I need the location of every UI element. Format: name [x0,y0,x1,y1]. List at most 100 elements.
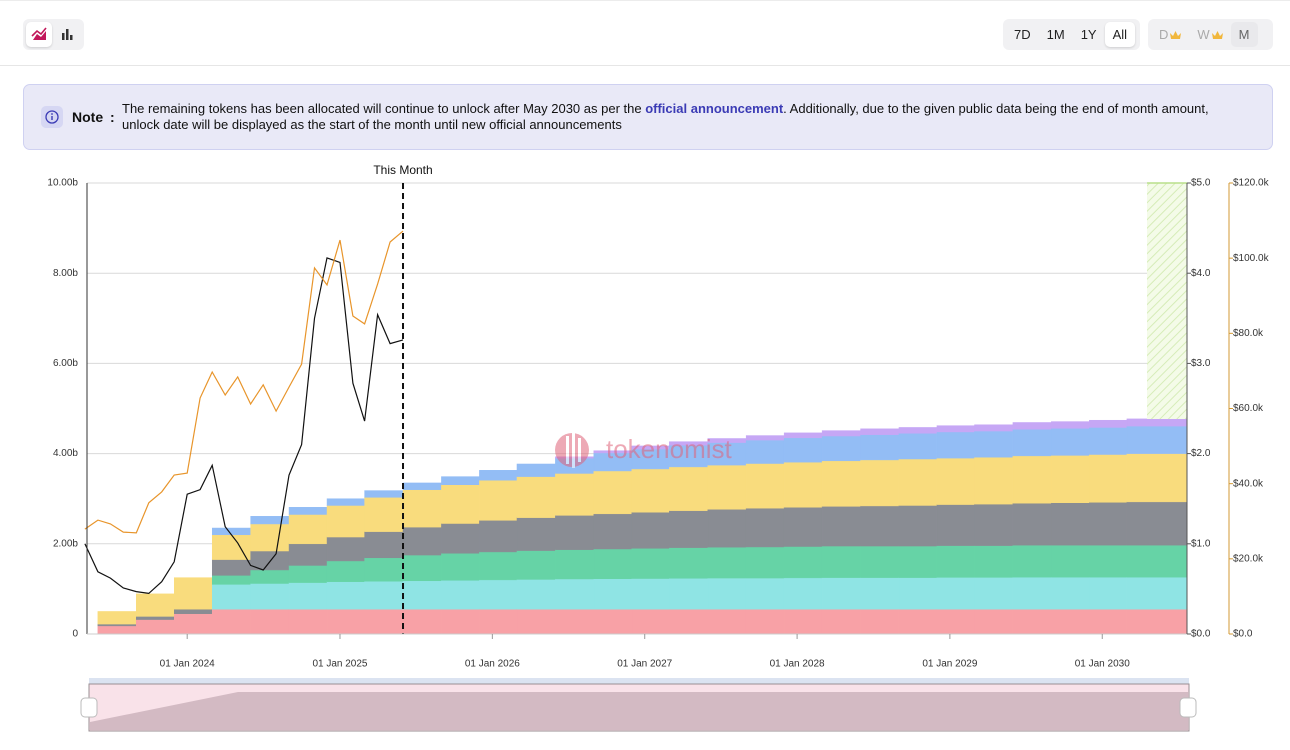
area-step [250,583,290,610]
area-step [1126,608,1188,635]
x-tick-label: 01 Jan 2027 [617,659,672,670]
area-step [402,608,442,635]
y-tick-label: 6.00b [53,358,78,369]
area-step [250,523,290,552]
toolbar-button[interactable]: W [1189,22,1230,47]
x-tick-label: 01 Jan 2029 [922,659,977,670]
bar-chart-button[interactable] [54,22,80,47]
area-step [402,489,442,528]
area-step [745,463,785,509]
button-label: All [1112,27,1128,42]
area-step [326,581,365,610]
area-step [1126,576,1188,610]
area-step [783,461,823,508]
x-tick-label: 01 Jan 2028 [770,659,825,670]
area-step [326,498,365,506]
area-step [1089,419,1128,428]
area-step [1089,502,1128,546]
chart: tokenomist This Month 0 2.00b 4.00b 6.00b 8.… [47,163,1270,732]
area-step [97,625,137,635]
area-step [860,459,900,507]
note-box: Note : The remaining tokens has been all… [23,84,1273,150]
area-step [936,545,975,578]
y2-tick-label: $2.0 [1191,448,1211,459]
note-text-after: . Additionally, due to the given public … [122,101,1209,132]
area-step [441,476,480,485]
area-step [745,577,785,610]
area-step [745,439,785,464]
toolbar-button[interactable]: M [1230,22,1258,47]
area-step [745,507,785,548]
y2-tick-label: $5.0 [1191,178,1211,189]
area-step [250,516,290,525]
area-step [1051,576,1090,610]
toolbar-button[interactable]: D [1151,22,1189,47]
toolbar-button[interactable]: 1Y [1073,22,1105,47]
area-step [745,546,785,579]
area-step [1012,428,1052,457]
y2-tick-label: $3.0 [1191,358,1211,369]
premium-icon [1170,31,1182,39]
button-label: D [1159,27,1169,42]
area-step [1012,422,1052,430]
area-step [898,608,938,635]
area-step [1012,455,1052,504]
button-label: W [1197,27,1210,42]
area-chart-button[interactable] [26,22,52,47]
area-step [250,569,290,584]
area-step [974,456,1014,505]
toolbar-button[interactable]: 1M [1039,22,1073,47]
area-step [97,611,137,625]
area-step [593,578,633,610]
y-tick-label: 8.00b [53,268,78,279]
note-link[interactable]: official announcement [645,101,784,116]
x-tick-label: 01 Jan 2025 [312,659,367,670]
area-step [1012,544,1052,578]
line [84,230,404,534]
area-step [669,608,709,635]
area-step [555,515,595,550]
area-step [479,520,518,553]
area-step [783,546,823,579]
navigator-handle-left[interactable] [80,697,98,718]
area-step [1012,608,1052,635]
note-label: Note [72,109,104,125]
area-step [173,577,213,610]
area-step [1089,454,1128,503]
note-separator: : [110,109,115,125]
area-step [516,608,556,635]
area-step [1051,608,1090,635]
area-step [288,565,328,583]
area-step [631,608,670,635]
area-step [783,608,823,635]
area-step [821,577,861,610]
area-step [898,433,938,460]
button-label: 7D [1014,27,1031,42]
area-step [974,545,1014,578]
area-step [1051,544,1090,578]
area-step [136,616,175,620]
premium-icon [1211,31,1223,39]
button-label: 1M [1046,27,1065,42]
area-step [860,577,900,610]
area-step [745,608,785,635]
area-step [173,608,213,614]
area-step [1126,418,1188,427]
area-step [936,431,975,459]
area-step [441,580,480,610]
area-step [211,584,251,610]
area-step [1126,453,1188,503]
area-step [250,608,290,635]
area-step [173,613,213,635]
toolbar-button[interactable]: All [1104,22,1136,47]
area-step [821,435,861,462]
watermark: tokenomist [606,434,732,464]
area-step [288,514,328,545]
area-step [555,578,595,610]
navigator-handle-right[interactable] [1179,697,1197,718]
area-step [669,466,709,511]
toolbar-button[interactable]: 7D [1006,22,1039,47]
area-step [516,579,556,610]
chart-type-switch [23,19,84,50]
y3-tick-label: $80.0k [1233,328,1264,339]
